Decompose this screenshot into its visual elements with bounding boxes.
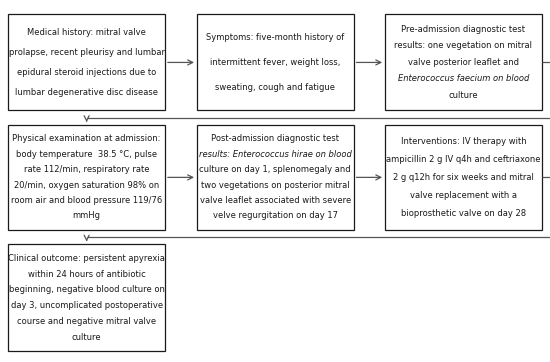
Text: Medical history: mitral valve: Medical history: mitral valve <box>27 28 146 37</box>
Text: room air and blood pressure 119/76: room air and blood pressure 119/76 <box>11 196 162 205</box>
Bar <box>385 14 542 110</box>
Text: culture: culture <box>449 91 478 100</box>
Bar <box>197 125 354 230</box>
Text: two vegetations on posterior mitral: two vegetations on posterior mitral <box>201 181 350 190</box>
Text: culture on day 1, splenomegaly and: culture on day 1, splenomegaly and <box>200 165 351 174</box>
Text: Symptoms: five-month history of: Symptoms: five-month history of <box>206 33 344 42</box>
Text: rate 112/min, respiratory rate: rate 112/min, respiratory rate <box>24 165 150 174</box>
Text: intermittent fever, weight loss,: intermittent fever, weight loss, <box>210 58 340 67</box>
Text: Clinical outcome: persistent apyrexia: Clinical outcome: persistent apyrexia <box>8 254 165 263</box>
Text: results: one vegetation on mitral: results: one vegetation on mitral <box>394 41 532 50</box>
Text: 2 g q12h for six weeks and mitral: 2 g q12h for six weeks and mitral <box>393 173 534 182</box>
Text: valve posterior leaflet and: valve posterior leaflet and <box>408 58 519 67</box>
Bar <box>8 14 165 110</box>
Text: Physical examination at admission:: Physical examination at admission: <box>13 134 161 143</box>
Text: Interventions: IV therapy with: Interventions: IV therapy with <box>400 137 526 146</box>
Text: velve regurgitation on day 17: velve regurgitation on day 17 <box>213 211 338 220</box>
Text: Enterococcus faecium on blood: Enterococcus faecium on blood <box>398 75 529 84</box>
Text: Post-admission diagnostic test: Post-admission diagnostic test <box>211 134 339 143</box>
Text: prolapse, recent pleurisy and lumbar: prolapse, recent pleurisy and lumbar <box>9 48 164 57</box>
Text: valve leaflet associated with severe: valve leaflet associated with severe <box>200 196 351 205</box>
Bar <box>8 244 165 351</box>
Text: bioprosthetic valve on day 28: bioprosthetic valve on day 28 <box>401 209 526 218</box>
Text: body temperature  38.5 °C, pulse: body temperature 38.5 °C, pulse <box>16 150 157 159</box>
Text: course and negative mitral valve: course and negative mitral valve <box>17 317 156 326</box>
Text: day 3, uncomplicated postoperative: day 3, uncomplicated postoperative <box>10 301 163 310</box>
Bar <box>385 125 542 230</box>
Text: sweating, cough and fatigue: sweating, cough and fatigue <box>215 83 336 92</box>
Text: epidural steroid injections due to: epidural steroid injections due to <box>17 68 156 77</box>
Bar <box>197 14 354 110</box>
Text: results: Enterococcus hirae on blood: results: Enterococcus hirae on blood <box>199 150 351 159</box>
Bar <box>8 125 165 230</box>
Text: lumbar degenerative disc disease: lumbar degenerative disc disease <box>15 88 158 97</box>
Text: 20/min, oxygen saturation 98% on: 20/min, oxygen saturation 98% on <box>14 181 159 190</box>
Text: ampicillin 2 g IV q4h and ceftriaxone: ampicillin 2 g IV q4h and ceftriaxone <box>386 155 541 164</box>
Text: mmHg: mmHg <box>73 211 101 220</box>
Text: Pre-admission diagnostic test: Pre-admission diagnostic test <box>402 25 525 34</box>
Text: valve replacement with a: valve replacement with a <box>410 191 517 200</box>
Text: beginning, negative blood culture on: beginning, negative blood culture on <box>9 285 164 294</box>
Text: within 24 hours of antibiotic: within 24 hours of antibiotic <box>28 270 146 279</box>
Text: culture: culture <box>72 333 101 341</box>
